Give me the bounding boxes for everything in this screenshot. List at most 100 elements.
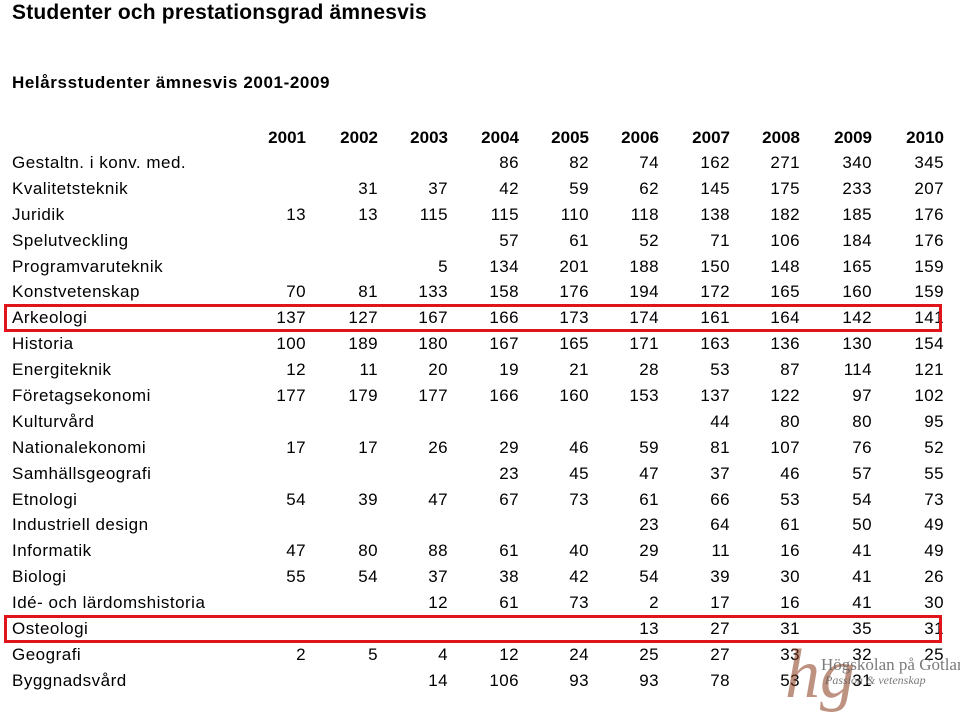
value-cell [228, 176, 306, 202]
value-cell: 26 [428, 437, 448, 457]
value-cell: 39 [710, 567, 730, 587]
value-cell: 12 [286, 360, 306, 380]
value-cell: 148 [770, 256, 800, 276]
value-cell: 2 [649, 593, 659, 613]
value-cell: 20 [428, 360, 448, 380]
value-cell: 59 [639, 437, 659, 457]
value-cell: 81 [358, 282, 378, 302]
year-header: 2002 [340, 128, 378, 147]
value-cell: 23 [499, 463, 519, 483]
value-cell: 54 [358, 567, 378, 587]
value-cell: 17 [286, 437, 306, 457]
value-cell: 97 [852, 385, 872, 405]
value-cell: 81 [710, 437, 730, 457]
value-cell: 55 [924, 463, 944, 483]
subject-name: Geografi [12, 644, 82, 664]
value-cell: 25 [924, 644, 944, 664]
value-cell: 71 [710, 230, 730, 250]
logo-tagline: Passion & vetenskap [825, 673, 926, 687]
value-cell: 179 [348, 385, 378, 405]
value-cell: 82 [569, 152, 589, 172]
value-cell: 340 [842, 152, 872, 172]
subject-name: Energiteknik [12, 360, 112, 380]
value-cell [448, 512, 519, 538]
value-cell: 171 [629, 334, 659, 354]
value-cell [378, 150, 448, 176]
logo-name: Högskolan på Gotland [821, 655, 960, 674]
value-cell: 188 [629, 256, 659, 276]
value-cell [306, 254, 378, 280]
subject-name: Informatik [12, 541, 92, 561]
value-cell: 138 [700, 204, 730, 224]
value-cell: 46 [569, 437, 589, 457]
value-cell: 42 [569, 567, 589, 587]
year-header: 2009 [834, 128, 872, 147]
year-header: 2007 [692, 128, 730, 147]
table-row: Biologi 55 54 37 38 42 54 39 30 41 26 [6, 564, 944, 590]
value-cell: 54 [639, 567, 659, 587]
year-header: 2003 [410, 128, 448, 147]
value-cell: 53 [710, 360, 730, 380]
value-cell [228, 150, 306, 176]
value-cell: 52 [639, 230, 659, 250]
value-cell: 13 [358, 204, 378, 224]
value-cell: 61 [569, 230, 589, 250]
value-cell: 207 [914, 178, 944, 198]
value-cell: 33 [780, 644, 800, 664]
table-row: Företagsekonomi 177 179 177 166 160 153 137 122 9… [6, 383, 944, 409]
table-row: Industriell design 23 64 61 50 49 [6, 512, 944, 538]
value-cell [306, 616, 378, 642]
table-row: Energiteknik 12 11 20 19 21 28 53 87 114 121 [6, 357, 944, 383]
value-cell [306, 150, 378, 176]
value-cell: 41 [852, 593, 872, 613]
value-cell: 95 [924, 411, 944, 431]
value-cell: 53 [780, 489, 800, 509]
table-subtitle: Helårsstudenter ämnesvis 2001-2009 [12, 73, 331, 92]
value-cell: 345 [914, 152, 944, 172]
table-row: Arkeologi 137 127 167 166 173 174 161 164 142 141 [6, 305, 944, 331]
subject-name: Kulturvård [12, 411, 95, 431]
value-cell: 25 [639, 644, 659, 664]
value-cell: 38 [499, 567, 519, 587]
value-cell: 13 [639, 618, 659, 638]
value-cell: 55 [286, 567, 306, 587]
value-cell: 19 [499, 360, 519, 380]
subject-name: Programvaruteknik [12, 256, 164, 276]
value-cell: 122 [770, 385, 800, 405]
table-row: Programvaruteknik 5 134 201 188 150 148 165 159 [6, 254, 944, 280]
value-cell: 142 [842, 308, 872, 328]
value-cell: 21 [569, 360, 589, 380]
subject-name: Juridik [12, 204, 65, 224]
value-cell: 110 [560, 204, 589, 224]
value-cell: 165 [842, 256, 872, 276]
value-cell: 176 [559, 282, 589, 302]
year-header-row: 2001 2002 2003 2004 2005 2006 2007 2008 2009 2010 [6, 126, 944, 150]
logo-mark: hg [785, 636, 855, 713]
value-cell: 29 [499, 437, 519, 457]
subject-name: Byggnadsvård [12, 670, 127, 690]
table-row: Konstvetenskap 70 81 133 158 176 194 172 165 160 1… [6, 279, 944, 305]
value-cell: 57 [852, 463, 872, 483]
value-cell [228, 668, 306, 694]
table-row: Etnologi 54 39 47 67 73 61 66 53 54 73 [6, 487, 944, 513]
value-cell [228, 461, 306, 487]
value-cell: 167 [418, 308, 448, 328]
value-cell: 53 [780, 670, 800, 690]
value-cell: 194 [629, 282, 659, 302]
value-cell: 165 [770, 282, 800, 302]
value-cell: 185 [842, 204, 872, 224]
value-cell: 61 [639, 489, 659, 509]
subject-name: Kvalitetsteknik [12, 178, 129, 198]
subject-name: Idé- och lärdomshistoria [12, 593, 206, 613]
value-cell: 100 [276, 334, 306, 354]
value-cell: 49 [924, 541, 944, 561]
value-cell: 80 [780, 411, 800, 431]
value-cell: 64 [710, 515, 730, 535]
value-cell [228, 512, 306, 538]
value-cell: 13 [286, 204, 306, 224]
value-cell: 67 [499, 489, 519, 509]
value-cell: 54 [852, 489, 872, 509]
subject-name: Arkeologi [12, 308, 88, 328]
value-cell: 31 [852, 670, 872, 690]
table-row: Geografi 2 5 4 12 24 25 27 33 32 25 [6, 642, 944, 668]
